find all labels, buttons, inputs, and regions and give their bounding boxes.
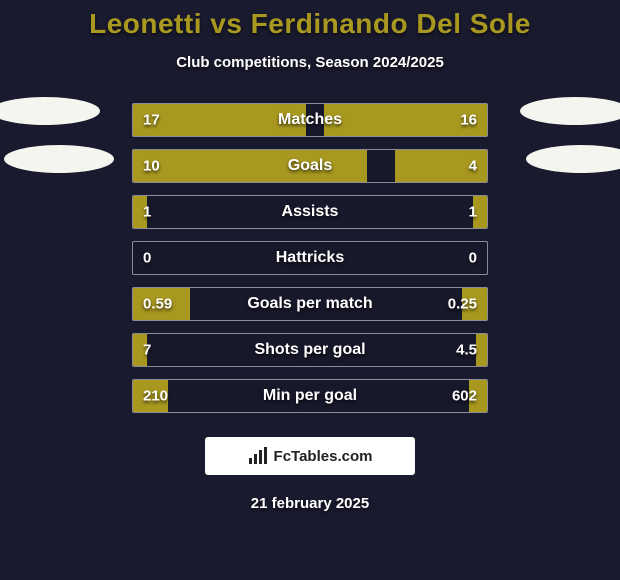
stat-label: Hattricks [133, 249, 487, 267]
subtitle: Club competitions, Season 2024/2025 [0, 54, 620, 71]
comparison-infographic: Leonetti vs Ferdinando Del Sole Club com… [0, 0, 620, 580]
avatar-right-2 [526, 145, 620, 173]
chart-icon [248, 447, 268, 465]
stat-row: Min per goal210 602 [132, 379, 488, 413]
stat-value-right: 16 [460, 112, 477, 129]
stat-value-right: 602 [452, 388, 477, 405]
stat-value-left: 0 [143, 250, 151, 267]
stat-value-left: 7 [143, 342, 151, 359]
stat-label: Shots per goal [133, 341, 487, 359]
stat-label: Assists [133, 203, 487, 221]
stat-label: Min per goal [133, 387, 487, 405]
avatar-left-1 [0, 97, 100, 125]
stat-row: Hattricks0 0 [132, 241, 488, 275]
stat-value-right: 0.25 [448, 296, 477, 313]
stat-value-right: 0 [469, 250, 477, 267]
stat-row: Goals104 [132, 149, 488, 183]
stat-value-left: 210 [143, 388, 168, 405]
stat-rows: Matches1716Goals104Assists11Hattricks00G… [132, 103, 488, 413]
stats-section: Matches1716Goals104Assists11Hattricks00G… [0, 103, 620, 413]
stat-value-right: 4.5 [456, 342, 477, 359]
stat-value-right: 1 [469, 204, 477, 221]
stat-value-left: 17 [143, 112, 160, 129]
stat-row: Assists1 1 [132, 195, 488, 229]
stat-row: Matches1716 [132, 103, 488, 137]
stat-value-right: 4 [469, 158, 477, 175]
stat-value-left: 1 [143, 204, 151, 221]
footer-date: 21 february 2025 [0, 495, 620, 512]
stat-row: Goals per match0.590.25 [132, 287, 488, 321]
bar-left [133, 150, 367, 182]
brand-badge: FcTables.com [205, 437, 415, 475]
brand-text: FcTables.com [274, 448, 373, 465]
page-title: Leonetti vs Ferdinando Del Sole [0, 8, 620, 40]
stat-value-left: 10 [143, 158, 160, 175]
stat-value-left: 0.59 [143, 296, 172, 313]
bar-right [476, 334, 487, 366]
avatar-left-2 [4, 145, 114, 173]
avatar-right-1 [520, 97, 620, 125]
stat-row: Shots per goal7 4.5 [132, 333, 488, 367]
